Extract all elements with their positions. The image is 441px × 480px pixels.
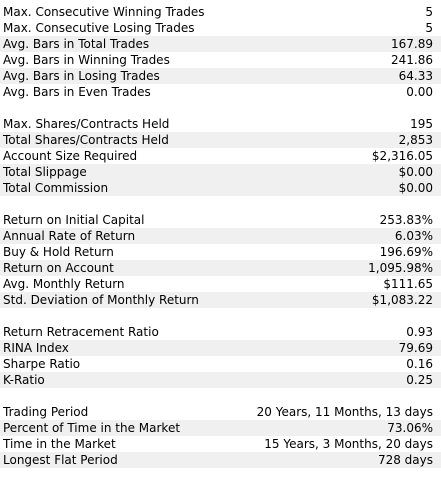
table-row: Max. Consecutive Losing Trades 5 bbox=[0, 20, 441, 36]
table-row: Std. Deviation of Monthly Return $1,083.… bbox=[0, 292, 441, 308]
table-row: Longest Flat Period 728 days bbox=[0, 452, 441, 468]
row-label: Percent of Time in the Market bbox=[3, 421, 181, 435]
table-row: Avg. Bars in Losing Trades 64.33 bbox=[0, 68, 441, 84]
row-value: 167.89 bbox=[391, 37, 433, 51]
row-label: Return on Account bbox=[3, 261, 114, 275]
table-row: Return on Initial Capital 253.83% bbox=[0, 212, 441, 228]
section-spacer bbox=[0, 196, 441, 212]
section-spacer bbox=[0, 308, 441, 324]
returns-section: Return on Initial Capital 253.83% Annual… bbox=[0, 212, 441, 308]
row-label: Total Commission bbox=[3, 181, 109, 195]
table-row: Max. Shares/Contracts Held 195 bbox=[0, 116, 441, 132]
section-spacer bbox=[0, 100, 441, 116]
table-row: Avg. Monthly Return $111.65 bbox=[0, 276, 441, 292]
row-value: $0.00 bbox=[398, 165, 433, 179]
row-value: 79.69 bbox=[398, 341, 433, 355]
table-row: Time in the Market 15 Years, 3 Months, 2… bbox=[0, 436, 441, 452]
row-label: Annual Rate of Return bbox=[3, 229, 136, 243]
row-value: 0.25 bbox=[406, 373, 433, 387]
row-value: $1,083.22 bbox=[371, 293, 433, 307]
table-row: Total Shares/Contracts Held 2,853 bbox=[0, 132, 441, 148]
row-label: Avg. Monthly Return bbox=[3, 277, 125, 291]
row-value: $2,316.05 bbox=[371, 149, 433, 163]
row-value: 5 bbox=[425, 5, 433, 19]
trade-streaks-section: Max. Consecutive Winning Trades 5 Max. C… bbox=[0, 4, 441, 100]
row-value: 196.69% bbox=[379, 245, 433, 259]
row-label: Longest Flat Period bbox=[3, 453, 118, 467]
row-value: 728 days bbox=[377, 453, 433, 467]
table-row: Account Size Required $2,316.05 bbox=[0, 148, 441, 164]
row-value: 0.93 bbox=[406, 325, 433, 339]
row-label: Trading Period bbox=[3, 405, 89, 419]
table-row: Avg. Bars in Total Trades 167.89 bbox=[0, 36, 441, 52]
row-label: Return Retracement Ratio bbox=[3, 325, 159, 339]
row-label: Avg. Bars in Winning Trades bbox=[3, 53, 170, 67]
table-row: Avg. Bars in Winning Trades 241.86 bbox=[0, 52, 441, 68]
row-value: 5 bbox=[425, 21, 433, 35]
row-label: Time in the Market bbox=[3, 437, 116, 451]
row-value: 73.06% bbox=[387, 421, 433, 435]
position-size-section: Max. Shares/Contracts Held 195 Total Sha… bbox=[0, 116, 441, 196]
table-row: Trading Period 20 Years, 11 Months, 13 d… bbox=[0, 404, 441, 420]
row-value: 253.83% bbox=[379, 213, 433, 227]
section-spacer bbox=[0, 388, 441, 404]
table-row: Percent of Time in the Market 73.06% bbox=[0, 420, 441, 436]
row-value: 64.33 bbox=[398, 69, 433, 83]
row-label: Max. Consecutive Losing Trades bbox=[3, 21, 195, 35]
row-label: Account Size Required bbox=[3, 149, 138, 163]
row-label: K-Ratio bbox=[3, 373, 45, 387]
row-value: $111.65 bbox=[383, 277, 433, 291]
row-label: Max. Consecutive Winning Trades bbox=[3, 5, 205, 19]
row-label: Buy & Hold Return bbox=[3, 245, 114, 259]
row-label: Std. Deviation of Monthly Return bbox=[3, 293, 199, 307]
row-label: RINA Index bbox=[3, 341, 69, 355]
row-value: 241.86 bbox=[391, 53, 433, 67]
row-value: 15 Years, 3 Months, 20 days bbox=[264, 437, 433, 451]
table-row: Avg. Bars in Even Trades 0.00 bbox=[0, 84, 441, 100]
row-value: 20 Years, 11 Months, 13 days bbox=[256, 405, 433, 419]
row-label: Avg. Bars in Losing Trades bbox=[3, 69, 160, 83]
row-label: Total Slippage bbox=[3, 165, 87, 179]
row-label: Max. Shares/Contracts Held bbox=[3, 117, 170, 131]
row-value: 195 bbox=[410, 117, 433, 131]
table-row: Total Commission $0.00 bbox=[0, 180, 441, 196]
time-section: Trading Period 20 Years, 11 Months, 13 d… bbox=[0, 404, 441, 468]
table-row: Return on Account 1,095.98% bbox=[0, 260, 441, 276]
table-row: RINA Index 79.69 bbox=[0, 340, 441, 356]
row-label: Avg. Bars in Even Trades bbox=[3, 85, 151, 99]
row-value: $0.00 bbox=[398, 181, 433, 195]
row-label: Avg. Bars in Total Trades bbox=[3, 37, 150, 51]
row-label: Sharpe Ratio bbox=[3, 357, 81, 371]
table-row: Sharpe Ratio 0.16 bbox=[0, 356, 441, 372]
table-row: Total Slippage $0.00 bbox=[0, 164, 441, 180]
ratios-section: Return Retracement Ratio 0.93 RINA Index… bbox=[0, 324, 441, 388]
row-value: 1,095.98% bbox=[368, 261, 433, 275]
table-row: K-Ratio 0.25 bbox=[0, 372, 441, 388]
row-value: 2,853 bbox=[398, 133, 433, 147]
row-label: Total Shares/Contracts Held bbox=[3, 133, 169, 147]
table-row: Return Retracement Ratio 0.93 bbox=[0, 324, 441, 340]
row-value: 0.00 bbox=[406, 85, 433, 99]
table-row: Buy & Hold Return 196.69% bbox=[0, 244, 441, 260]
row-value: 0.16 bbox=[406, 357, 433, 371]
table-row: Max. Consecutive Winning Trades 5 bbox=[0, 4, 441, 20]
performance-report-table: Max. Consecutive Winning Trades 5 Max. C… bbox=[0, 4, 441, 468]
row-label: Return on Initial Capital bbox=[3, 213, 145, 227]
row-value: 6.03% bbox=[394, 229, 433, 243]
table-row: Annual Rate of Return 6.03% bbox=[0, 228, 441, 244]
